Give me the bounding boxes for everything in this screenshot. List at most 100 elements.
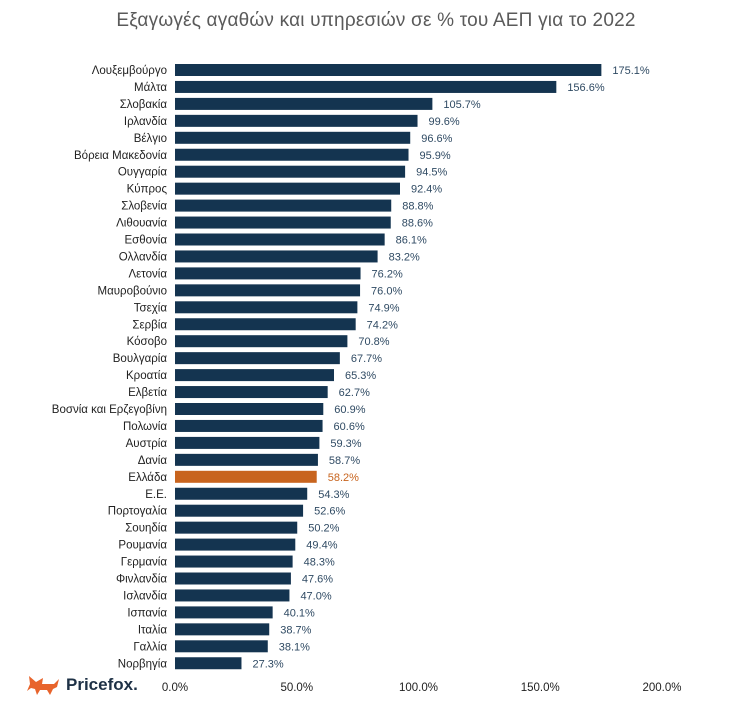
x-tick-label: 50.0% — [280, 682, 313, 694]
value-label: 95.9% — [420, 150, 451, 162]
value-label: 58.7% — [329, 455, 360, 467]
x-tick-label: 0.0% — [162, 682, 188, 694]
category-label: Μαυροβούνιο — [98, 285, 167, 297]
category-label: Βόρεια Μακεδονία — [74, 150, 167, 162]
bar — [175, 233, 385, 246]
category-label: Λουξεμβούργο — [92, 65, 167, 77]
value-label: 65.3% — [345, 370, 376, 382]
bar — [175, 114, 418, 127]
value-label: 67.7% — [351, 353, 382, 365]
bar — [175, 453, 318, 466]
category-label: Εσθονία — [124, 235, 167, 247]
value-label: 105.7% — [443, 99, 481, 111]
bar — [175, 318, 356, 331]
category-label: Κόσοβο — [127, 336, 167, 348]
value-label: 54.3% — [318, 489, 349, 501]
value-label: 27.3% — [252, 658, 283, 670]
category-label: Σουηδία — [125, 523, 167, 535]
value-label: 40.1% — [284, 607, 315, 619]
value-label: 175.1% — [612, 65, 650, 77]
value-label: 99.6% — [429, 116, 460, 128]
category-label: Φινλανδία — [116, 574, 167, 586]
bar — [175, 606, 273, 619]
x-tick-label: 150.0% — [521, 682, 560, 694]
fox-icon — [27, 676, 59, 695]
category-label: Δανία — [138, 455, 168, 467]
bar — [175, 267, 361, 280]
bar — [175, 182, 400, 195]
value-label: 94.5% — [416, 167, 447, 179]
bar — [175, 538, 296, 551]
category-label: Ουγγαρία — [118, 167, 167, 179]
bar — [175, 199, 392, 212]
bar — [175, 572, 291, 585]
value-label: 48.3% — [304, 557, 335, 569]
category-label: Ρουμανία — [118, 540, 167, 552]
bar — [175, 555, 293, 568]
bar — [175, 97, 433, 110]
bar — [175, 64, 602, 76]
value-label: 38.1% — [279, 641, 310, 653]
chart-title: Εξαγωγές αγαθών και υπηρεσιών σε % του Α… — [116, 10, 636, 31]
category-label: Ιρλανδία — [124, 116, 167, 128]
bar — [175, 386, 328, 399]
category-label: Ελβετία — [128, 387, 167, 399]
bar — [175, 657, 242, 670]
category-label: Κύπρος — [127, 184, 168, 196]
value-label: 58.2% — [328, 472, 359, 484]
category-label: Ισλανδία — [123, 590, 167, 602]
x-tick-label: 200.0% — [642, 682, 681, 694]
bar — [175, 369, 335, 382]
category-label: Λετονία — [128, 268, 167, 280]
category-label: Ολλανδία — [119, 251, 168, 263]
value-label: 83.2% — [389, 251, 420, 263]
category-label: Βοσνία και Ερζεγοβίνη — [52, 404, 167, 416]
category-label: Αυστρία — [126, 438, 168, 450]
value-label: 74.9% — [368, 302, 399, 314]
category-label: Ισπανία — [127, 607, 167, 619]
value-label: 74.2% — [367, 319, 398, 331]
category-label: Ελλάδα — [128, 472, 167, 484]
value-label: 50.2% — [308, 523, 339, 535]
bar — [175, 436, 320, 449]
bar — [175, 165, 406, 178]
bar — [175, 301, 358, 314]
bar — [175, 352, 340, 365]
brand-logo: Pricefox. — [26, 672, 138, 698]
category-label: Γερμανία — [121, 557, 168, 569]
category-labels: Λουξεμβούργο Μάλτα Σλοβακία Ιρλανδία Βέλγιο Β… — [52, 65, 168, 670]
category-label: Πορτογαλία — [108, 506, 168, 518]
bar — [175, 131, 411, 144]
bar — [175, 148, 409, 161]
bar — [175, 504, 304, 517]
bar — [175, 470, 317, 483]
category-label: Γαλλία — [133, 641, 167, 653]
category-label: Σλοβενία — [121, 201, 167, 213]
bar — [175, 589, 290, 602]
category-label: Ε.Ε. — [145, 489, 167, 501]
bar — [175, 216, 391, 229]
category-label: Σερβία — [132, 319, 167, 331]
value-label: 86.1% — [396, 235, 427, 247]
bar — [175, 521, 298, 534]
value-label: 88.8% — [402, 201, 433, 213]
value-label: 60.6% — [334, 421, 365, 433]
category-label: Νορβηγία — [118, 658, 168, 670]
category-label: Ιταλία — [138, 624, 168, 636]
value-label: 76.2% — [372, 268, 403, 280]
bars-layer — [175, 64, 602, 670]
x-tick-label: 100.0% — [399, 682, 438, 694]
category-label: Λιθουανία — [116, 218, 167, 230]
brand-name: Pricefox. — [66, 675, 138, 694]
bar — [175, 623, 270, 636]
value-label: 60.9% — [334, 404, 365, 416]
bar — [175, 335, 348, 348]
value-label: 96.6% — [421, 133, 452, 145]
value-label: 59.3% — [330, 438, 361, 450]
value-label: 38.7% — [280, 624, 311, 636]
bar — [175, 284, 361, 297]
bar — [175, 250, 378, 263]
x-axis-ticks: 0.0% 50.0% 100.0% 150.0% 200.0% — [162, 682, 682, 694]
value-label: 92.4% — [411, 184, 442, 196]
